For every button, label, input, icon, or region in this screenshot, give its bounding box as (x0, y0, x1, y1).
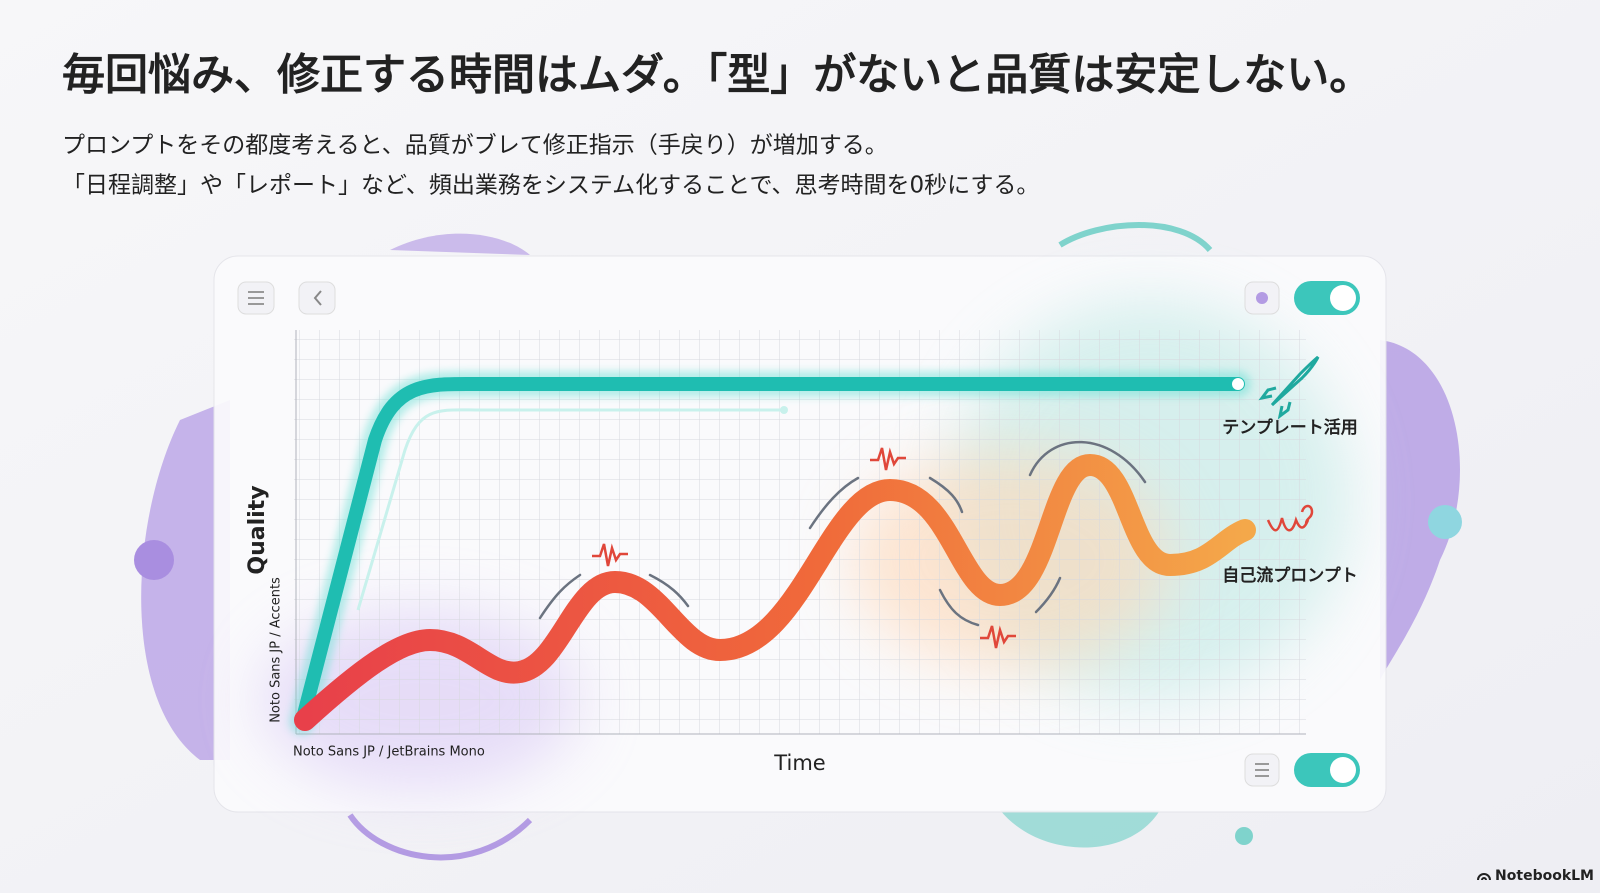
blob (1380, 340, 1460, 680)
title: 毎回悩み、修正する時間はムダ。「型」がないと品質は安定しない。 (62, 51, 1372, 101)
blob (1000, 810, 1160, 848)
back-icon (313, 290, 322, 306)
dot (1428, 505, 1462, 539)
blob-line (347, 813, 533, 861)
y-axis-label: Quality (245, 485, 270, 574)
dot (134, 540, 174, 580)
back-button[interactable] (298, 281, 336, 315)
curve-end (1232, 378, 1244, 390)
legend-own: 自己流プロンプト (1222, 565, 1358, 586)
brand: NotebookLM (1495, 868, 1594, 884)
legend-template: テンプレート活用 (1222, 417, 1358, 438)
squiggles (592, 447, 1314, 649)
y-axis-sublabel: Noto Sans JP / Accents (269, 577, 284, 723)
subtitle-line: プロンプトをその都度考えると、品質がブレて修正指示（手戻り）が増加する。 (62, 133, 888, 159)
blob (390, 233, 530, 255)
x-axis-sublabel: Noto Sans JP / JetBrains Mono (293, 745, 485, 760)
subtitle-line: 「日程調整」や「レポート」など、頻出業務をシステム化することで、思考時間を0秒に… (62, 173, 1039, 199)
brand-logo (1477, 873, 1491, 881)
blob (141, 400, 230, 760)
toggle-knob (1330, 285, 1356, 311)
cloud-icon (1256, 292, 1268, 304)
trace-dot (780, 406, 788, 414)
x-axis-label: Time (773, 751, 825, 775)
menu-icon (248, 291, 264, 305)
blob-line (1058, 222, 1213, 253)
template-trace (356, 408, 784, 611)
arrows (538, 440, 1147, 627)
dot (1235, 827, 1253, 845)
rocket-icon (1258, 355, 1320, 420)
list-icon (1255, 763, 1269, 777)
template-curve (295, 376, 1245, 729)
toggle-knob (1330, 757, 1356, 783)
own-curve (294, 453, 1256, 731)
